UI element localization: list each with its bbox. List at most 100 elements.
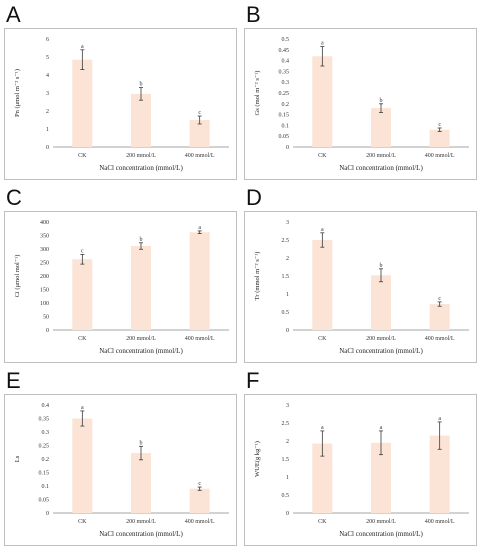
x-tick-label: 200 mmol/L: [126, 336, 156, 342]
y-tick-label: 1: [286, 475, 289, 481]
chart-panel-a: 0 1 2 3 4 5 6 a CK b 200 mmol/L c 400 mmol/L NaCl con…: [4, 28, 237, 180]
bar: [72, 59, 93, 148]
x-tick-label: CK: [78, 519, 87, 525]
y-tick-label: 1: [286, 292, 289, 298]
x-axis-title: NaCl concentration (mmol/L): [99, 530, 183, 538]
y-tick-label: 3: [286, 220, 289, 226]
bar: [429, 435, 450, 513]
y-tick-label: 0: [286, 145, 289, 151]
chart-panel-b: 0 0.05 0.1 0.15 0.2 0.25 0.3 0.35 0.4 0.45 0.5 a CK b…: [244, 28, 477, 180]
x-axis-title: NaCl concentration (mmol/L): [339, 347, 423, 355]
x-tick-label: 400 mmol/L: [185, 153, 215, 159]
bar: [371, 442, 391, 513]
significance-label: b: [140, 237, 143, 243]
y-tick-label: 250: [40, 261, 49, 267]
significance-label: a: [438, 416, 441, 422]
chart-c-svg: 0 50 100 150 200 250 300 350 400 c CK b 200 mmol/L a 4…: [14, 220, 229, 355]
y-tick-label: 3: [286, 403, 289, 409]
x-axis-title: NaCl concentration (mmol/L): [99, 347, 183, 355]
x-tick-label: CK: [78, 153, 87, 159]
significance-label: a: [198, 225, 201, 231]
x-axis-title: NaCl concentration (mmol/L): [339, 164, 423, 172]
y-tick-label: 1.5: [282, 274, 290, 280]
y-tick-label: 0.5: [282, 310, 290, 316]
panel-letter-f: F: [246, 368, 260, 393]
x-tick-label: 200 mmol/L: [366, 519, 396, 525]
y-tick-label: 1: [46, 127, 49, 133]
x-tick-label: 200 mmol/L: [126, 519, 156, 525]
y-tick-label: 50: [43, 315, 49, 321]
y-axis-title: Pn (μmol m⁻² s⁻¹): [14, 69, 21, 117]
significance-label: c: [198, 110, 201, 116]
significance-label: a: [321, 227, 324, 233]
x-tick-label: 200 mmol/L: [366, 153, 396, 159]
y-tick-label: 0.4: [282, 59, 290, 65]
y-tick-label: 0: [46, 145, 49, 151]
chart-panel-d: 0 0.5 1 1.5 2 2.5 3 a CK b 200 mmol/L c 400 mmol/L Na…: [244, 211, 477, 363]
significance-label: c: [438, 122, 441, 128]
y-tick-label: 0: [46, 328, 49, 334]
panel-letter-c: C: [6, 185, 22, 210]
y-tick-label: 2: [46, 109, 49, 115]
y-tick-label: 4: [46, 73, 49, 79]
y-tick-label: 6: [46, 37, 49, 43]
y-tick-label: 0.25: [279, 91, 290, 97]
y-axis-title: Gs (mol m⁻² s⁻¹): [254, 71, 261, 116]
x-tick-label: CK: [78, 336, 87, 342]
x-tick-label: CK: [318, 153, 327, 159]
panel-letter-d: D: [246, 185, 262, 210]
chart-panel-c: 0 50 100 150 200 250 300 350 400 c CK b 200 mmol/L a 4…: [4, 211, 237, 363]
y-tick-label: 3: [46, 91, 49, 97]
y-tick-label: 0.1: [282, 123, 290, 129]
y-axis-title: Ls: [14, 455, 21, 462]
y-tick-label: 0.45: [279, 48, 290, 54]
y-tick-label: 2.5: [282, 238, 290, 244]
x-axis-title: NaCl concentration (mmol/L): [339, 530, 423, 538]
significance-label: a: [380, 425, 383, 431]
bar: [189, 232, 210, 330]
significance-label: b: [380, 98, 383, 104]
bar: [131, 246, 151, 330]
x-axis-title: NaCl concentration (mmol/L): [99, 164, 183, 172]
y-tick-label: 0.35: [39, 417, 50, 423]
panel-letter-b: B: [246, 2, 261, 27]
significance-label: c: [81, 248, 84, 254]
bar: [72, 259, 93, 330]
y-tick-label: 0.4: [42, 403, 50, 409]
y-tick-label: 350: [40, 234, 49, 240]
y-tick-label: 0.15: [39, 471, 50, 477]
y-tick-label: 0.3: [282, 80, 290, 86]
panel-letter-a: A: [6, 2, 21, 27]
y-tick-label: 150: [40, 288, 49, 294]
y-tick-label: 0.05: [39, 498, 50, 504]
y-tick-label: 0: [286, 511, 289, 517]
chart-b-svg: 0 0.05 0.1 0.15 0.2 0.25 0.3 0.35 0.4 0.45 0.5 a CK b…: [254, 37, 469, 172]
y-tick-label: 0.3: [42, 430, 50, 436]
x-tick-label: 400 mmol/L: [185, 519, 215, 525]
significance-label: a: [321, 41, 324, 47]
y-tick-label: 100: [40, 301, 49, 307]
significance-label: c: [198, 481, 201, 487]
bar: [312, 240, 333, 330]
y-tick-label: 2: [286, 256, 289, 262]
significance-label: a: [321, 425, 324, 431]
chart-panel-e: 0 0.05 0.1 0.15 0.2 0.25 0.3 0.35 0.4 a CK b 200 mmo…: [4, 394, 237, 546]
bar: [371, 108, 391, 147]
y-tick-label: 0.35: [279, 69, 290, 75]
bar: [429, 129, 450, 147]
significance-label: c: [438, 296, 441, 302]
bar: [131, 453, 151, 513]
y-tick-label: 5: [46, 55, 49, 61]
chart-e-svg: 0 0.05 0.1 0.15 0.2 0.25 0.3 0.35 0.4 a CK b 200 mmo…: [14, 403, 229, 538]
bar: [131, 93, 151, 147]
x-tick-label: 400 mmol/L: [425, 519, 455, 525]
bar: [189, 120, 210, 147]
y-tick-label: 2.5: [282, 421, 290, 427]
y-tick-label: 0.1: [42, 484, 50, 490]
y-tick-label: 0.5: [282, 37, 290, 43]
y-tick-label: 0: [286, 328, 289, 334]
y-tick-label: 200: [40, 274, 49, 280]
y-tick-label: 0.5: [282, 493, 290, 499]
chart-d-svg: 0 0.5 1 1.5 2 2.5 3 a CK b 200 mmol/L c 400 mmol/LNa…: [254, 220, 469, 355]
panel-letter-e: E: [6, 368, 21, 393]
